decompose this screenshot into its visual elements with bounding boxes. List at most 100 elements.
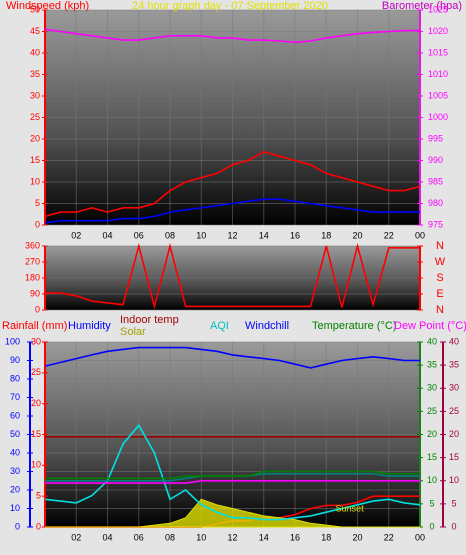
y3-tick-label: 35 [427, 360, 437, 370]
x-tick-label: 20 [352, 230, 362, 240]
legend-entry: AQI [210, 320, 229, 332]
x-tick-label: 12 [227, 230, 237, 240]
series-area [45, 498, 420, 528]
y2-tick-label: 25 [31, 367, 41, 377]
series-line [44, 198, 420, 224]
y2-tick-label: E [436, 288, 443, 300]
x-tick-label: 14 [259, 532, 269, 542]
x-tick-label: 00 [415, 532, 425, 542]
x-tick-label: 06 [134, 532, 144, 542]
y4-tick-label: 0 [451, 521, 456, 531]
y2-tick-label: 985 [428, 176, 443, 186]
x-tick-label: 18 [321, 230, 331, 240]
y2-axis-label: Barometer (hpa) [382, 0, 462, 12]
y-tick-label: 70 [10, 392, 20, 402]
y-tick-label: 5 [35, 198, 40, 208]
y-tick-label: 15 [30, 155, 40, 165]
x-tick-label: 06 [134, 230, 144, 240]
y2-tick-label: 0 [36, 521, 41, 531]
y2-tick-label: 1015 [428, 47, 448, 57]
y-tick-label: 40 [30, 47, 40, 57]
y-tick-label: 50 [10, 429, 20, 439]
y-tick-label: 35 [30, 69, 40, 79]
series-line [44, 151, 421, 218]
y2-tick-label: 990 [428, 155, 443, 165]
y-tick-label: 0 [35, 304, 40, 314]
y2-tick-label: 5 [36, 491, 41, 501]
y-tick-label: 270 [25, 256, 40, 266]
series-line [45, 470, 420, 480]
y-tick-label: 50 [30, 4, 40, 14]
x-tick-label: 10 [196, 230, 206, 240]
y2-tick-label: 20 [31, 398, 41, 408]
legend-entry: Solar [120, 326, 146, 338]
y-tick-label: 40 [10, 447, 20, 457]
annotation: Sunset [336, 503, 365, 513]
x-tick-label: 00 [415, 230, 425, 240]
y4-tick-label: 15 [449, 452, 459, 462]
legend-entry: Indoor temp [120, 314, 179, 326]
x-tick-label: 16 [290, 532, 300, 542]
y4-tick-label: 10 [449, 475, 459, 485]
y2-tick-label: 1010 [428, 69, 448, 79]
y-tick-label: 45 [30, 26, 40, 36]
y3-tick-label: 10 [427, 475, 437, 485]
y3-tick-label: 15 [427, 452, 437, 462]
series-line [44, 28, 420, 44]
y-tick-label: 180 [25, 272, 40, 282]
y-tick-label: 360 [25, 240, 40, 250]
x-tick-label: 12 [227, 532, 237, 542]
y4-tick-label: 35 [449, 360, 459, 370]
y-tick-label: 10 [10, 503, 20, 513]
y2-tick-label: 975 [428, 219, 443, 229]
y-tick-label: 30 [30, 90, 40, 100]
y2-tick-label: W [435, 256, 446, 268]
series-line [45, 480, 420, 484]
x-tick-label: 22 [384, 532, 394, 542]
y2-tick-label: S [436, 272, 443, 284]
chart-title: 24 hour graph day - 07 September 2020 [132, 0, 328, 12]
y-tick-label: 20 [10, 484, 20, 494]
legend-entry: Humidity [68, 320, 111, 332]
y2-tick-label: 995 [428, 133, 443, 143]
series-line [45, 242, 420, 310]
y-tick-label: 10 [30, 176, 40, 186]
y-tick-label: 100 [5, 336, 20, 346]
y4-tick-label: 30 [449, 383, 459, 393]
series-line [44, 346, 420, 369]
y2-tick-label: 30 [31, 336, 41, 346]
y-tick-label: 20 [30, 133, 40, 143]
y2-tick-label: N [436, 304, 444, 316]
y3-tick-label: 0 [429, 521, 434, 531]
y2-tick-label: 1005 [428, 90, 448, 100]
y3-tick-label: 30 [427, 383, 437, 393]
y2-tick-label: 10 [31, 460, 41, 470]
legend-entry: Rainfall (mm) [2, 320, 67, 332]
y4-tick-label: 5 [451, 498, 456, 508]
x-tick-label: 08 [165, 230, 175, 240]
legend-entry: Windchill [245, 320, 289, 332]
y-tick-label: 80 [10, 373, 20, 383]
y-tick-label: 60 [10, 410, 20, 420]
y3-tick-label: 20 [427, 429, 437, 439]
x-tick-label: 20 [352, 532, 362, 542]
y-tick-label: 0 [35, 219, 40, 229]
legend-entry: Temperature (°C) [312, 320, 396, 332]
y-axis-label: Windspeed (kph) [6, 0, 89, 12]
x-tick-label: 14 [259, 230, 269, 240]
x-tick-label: 08 [165, 532, 175, 542]
x-tick-label: 02 [71, 230, 81, 240]
y4-tick-label: 25 [449, 406, 459, 416]
y2-tick-label: 1025 [428, 4, 448, 14]
x-tick-label: 16 [290, 230, 300, 240]
y-tick-label: 30 [10, 466, 20, 476]
y4-tick-label: 20 [449, 429, 459, 439]
y-tick-label: 90 [10, 355, 20, 365]
y2-tick-label: 15 [31, 429, 41, 439]
y3-tick-label: 25 [427, 406, 437, 416]
y3-tick-label: 40 [427, 336, 437, 346]
y-tick-label: 25 [30, 112, 40, 122]
y2-tick-label: 1000 [428, 112, 448, 122]
y4-tick-label: 40 [449, 336, 459, 346]
